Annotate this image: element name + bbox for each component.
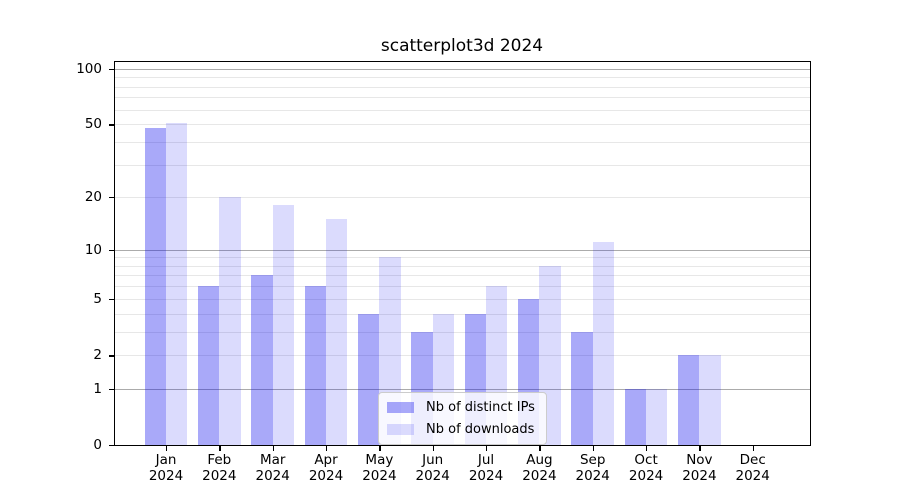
x-tick-label: Jul 2024: [468, 452, 504, 484]
x-tick-label: Aug 2024: [522, 452, 557, 484]
x-tick-mark: [326, 446, 328, 451]
y-tick-mark: [109, 124, 114, 126]
minor-gridline: [114, 124, 810, 126]
minor-gridline: [114, 97, 810, 99]
y-tick-mark: [109, 196, 114, 199]
x-tick-mark: [219, 446, 221, 451]
minor-gridline: [114, 165, 810, 166]
x-tick-label: Nov 2024: [682, 452, 717, 484]
x-tick-mark: [539, 446, 541, 451]
bar-downloads: [646, 388, 668, 445]
top-spine: [114, 61, 810, 63]
x-tick-label: May 2024: [362, 452, 397, 484]
bar-distinct-ips: [358, 313, 380, 445]
minor-gridline: [114, 196, 810, 198]
legend-swatch-distinct-ips-icon: [387, 402, 414, 413]
major-gridline: [114, 249, 810, 251]
bar-distinct-ips: [198, 286, 220, 445]
minor-gridline: [114, 257, 810, 259]
y-tick-mark: [109, 355, 114, 357]
left-spine: [114, 61, 116, 446]
legend-row-downloads: Nb of downloads: [387, 422, 535, 437]
major-gridline: [114, 68, 810, 70]
minor-gridline: [114, 275, 810, 277]
x-tick-label: Sep 2024: [575, 452, 610, 484]
bar-downloads: [166, 122, 188, 445]
legend: Nb of distinct IPs Nb of downloads: [378, 392, 547, 445]
y-tick-mark: [109, 388, 114, 390]
x-tick-mark: [272, 446, 275, 451]
x-tick-label: Jun 2024: [415, 452, 450, 484]
y-tick-label: 50: [84, 116, 102, 133]
x-tick-mark: [752, 446, 755, 451]
bar-distinct-ips: [624, 388, 647, 445]
y-tick-mark: [109, 445, 114, 447]
y-tick-mark: [109, 68, 114, 71]
bar-distinct-ips: [304, 286, 326, 445]
x-tick-mark: [592, 446, 595, 451]
x-tick-label: Oct 2024: [628, 452, 664, 484]
legend-label-distinct-ips: Nb of distinct IPs: [426, 400, 535, 415]
x-tick-label: Feb 2024: [202, 452, 237, 484]
minor-gridline: [114, 286, 810, 288]
bar-distinct-ips: [678, 355, 700, 445]
x-tick-mark: [432, 446, 435, 451]
y-tick-label: 100: [76, 60, 102, 77]
x-tick-mark: [646, 446, 648, 451]
y-tick-label: 1: [93, 380, 102, 397]
minor-gridline: [114, 86, 810, 88]
x-tick-label: Mar 2024: [255, 452, 290, 484]
y-tick-label: 5: [93, 290, 102, 307]
bar-downloads: [272, 204, 294, 445]
y-tick-label: 20: [84, 188, 102, 205]
right-spine: [810, 61, 812, 446]
y-tick-label: 2: [93, 347, 102, 364]
bar-distinct-ips: [571, 332, 593, 445]
x-tick-label: Jan 2024: [148, 452, 184, 484]
major-gridline: [114, 388, 810, 390]
legend-swatch-downloads-icon: [387, 424, 414, 435]
y-tick-label: 10: [84, 241, 102, 258]
legend-label-downloads: Nb of downloads: [426, 422, 535, 437]
bar-downloads: [326, 218, 348, 445]
minor-gridline: [114, 355, 810, 357]
y-tick-label: 0: [93, 437, 102, 453]
minor-gridline: [114, 265, 810, 267]
minor-gridline: [114, 332, 810, 333]
bar-distinct-ips: [144, 127, 166, 445]
chart-title: scatterplot3d 2024: [380, 36, 544, 56]
x-tick-mark: [166, 446, 168, 451]
minor-gridline: [114, 298, 810, 300]
bottom-spine: [114, 445, 811, 447]
minor-gridline: [114, 142, 810, 144]
x-tick-label: Apr 2024: [308, 452, 344, 484]
bar-distinct-ips: [251, 275, 273, 445]
legend-row-distinct-ips: Nb of distinct IPs: [387, 400, 535, 415]
minor-gridline: [114, 313, 810, 315]
y-tick-mark: [109, 298, 114, 301]
x-tick-mark: [379, 446, 381, 451]
minor-gridline: [114, 109, 810, 111]
x-tick-label: Dec 2024: [735, 452, 770, 484]
minor-gridline: [114, 77, 810, 79]
bar-downloads: [219, 196, 241, 445]
x-tick-mark: [486, 446, 488, 451]
bar-downloads: [592, 242, 614, 445]
x-tick-mark: [699, 446, 701, 451]
bar-downloads: [699, 355, 721, 445]
y-tick-mark: [109, 249, 114, 251]
